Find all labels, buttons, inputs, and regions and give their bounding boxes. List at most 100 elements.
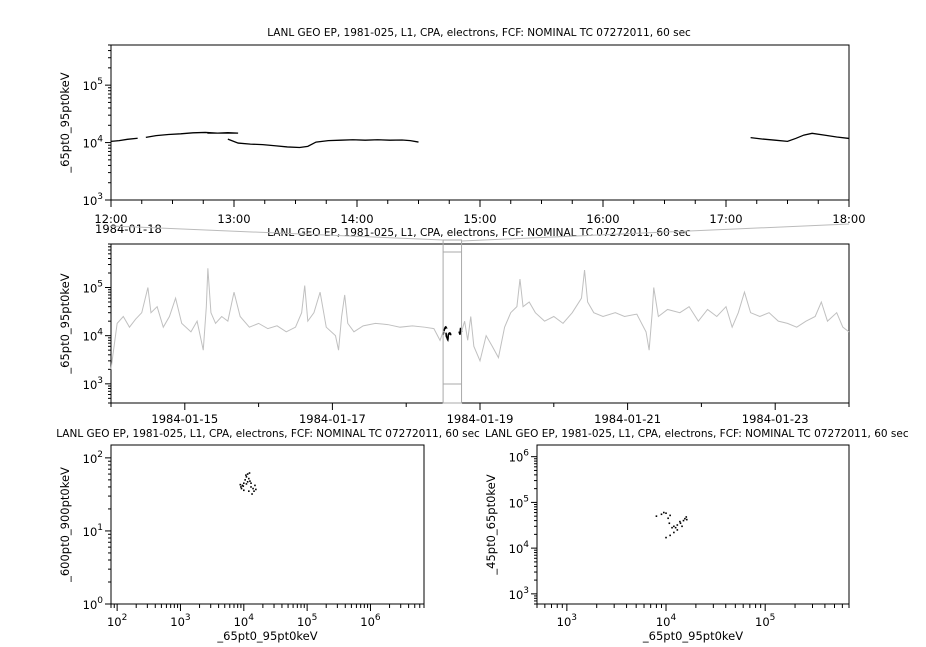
middle-series-line	[110, 268, 444, 370]
y-tick-label: 104	[509, 540, 530, 556]
x-tick-label: 105	[297, 613, 317, 629]
bottom-right-point	[676, 529, 679, 531]
bottom-left-point	[245, 483, 248, 485]
bottom-right-point	[669, 514, 671, 517]
middle-series-line	[461, 270, 850, 363]
bottom-left-point	[254, 484, 256, 487]
bottom-left-panel-title: LANL GEO EP, 1981-025, L1, CPA, electron…	[56, 428, 480, 440]
x-tick-label: 1984-01-19	[447, 412, 514, 426]
top-plot-frame	[110, 44, 850, 201]
bottom-right-point	[673, 531, 675, 534]
x-tick-label: 1984-01-21	[594, 412, 661, 426]
bottom-left-point	[251, 493, 253, 495]
x-tick-label: 106	[360, 613, 381, 629]
x-tick-label: 12:00	[94, 212, 127, 226]
top-series-line	[750, 132, 850, 143]
x-tick-label: 103	[557, 613, 577, 629]
x-tick-label: 14:00	[340, 212, 373, 226]
bottom-right-plot-frame	[536, 444, 850, 605]
bottom-left-point	[245, 476, 248, 478]
y-axis-label: _65pt0_95pt0keV	[58, 273, 72, 374]
bottom-left-point	[248, 472, 251, 474]
bottom-right-point	[685, 516, 688, 518]
bottom-left-point	[253, 490, 255, 492]
y-tick-label: 103	[83, 376, 103, 392]
bottom-right-point	[655, 515, 658, 517]
bottom-left-point	[240, 487, 243, 490]
top-series-line	[110, 137, 138, 143]
x-tick-label: 1984-01-17	[299, 412, 366, 426]
y-tick-label: 101	[83, 523, 103, 539]
bottom-left-point	[248, 477, 250, 480]
top-series-line	[227, 138, 419, 149]
bottom-right-point	[679, 522, 682, 525]
bottom-right-point	[684, 517, 686, 520]
y-tick-label: 104	[83, 135, 104, 151]
y-tick-label: 104	[83, 328, 104, 344]
zoom-connector-right	[461, 223, 850, 242]
bottom-right-point	[671, 526, 673, 529]
x-tick-label: 18:00	[832, 212, 865, 226]
bottom-left-point	[250, 486, 252, 488]
bottom-left-point	[242, 485, 245, 487]
bottom-left-point	[245, 474, 247, 476]
y-tick-label: 106	[509, 449, 530, 465]
bottom-right-panel-title: LANL GEO EP, 1981-025, L1, CPA, electron…	[485, 428, 909, 440]
y-tick-label: 105	[509, 494, 529, 510]
bottom-right-point	[674, 526, 677, 529]
bottom-right-point	[676, 524, 679, 526]
bottom-left-point	[243, 482, 245, 485]
bottom-left-point	[241, 484, 244, 487]
x-tick-label: 104	[234, 613, 255, 629]
x-tick-label: 13:00	[217, 212, 250, 226]
x-tick-label: 15:00	[463, 212, 496, 226]
bottom-right-point	[673, 525, 675, 528]
bottom-left-point	[248, 490, 250, 492]
bottom-left-point	[250, 482, 252, 485]
y-tick-label: 105	[83, 279, 103, 295]
y-axis-label: _600pt0_900pt0keV	[58, 467, 72, 583]
x-tick-label: 1984-01-23	[742, 412, 809, 426]
bottom-right-point	[665, 536, 667, 539]
x-tick-label: 105	[755, 613, 775, 629]
bottom-right-point	[679, 520, 681, 523]
bottom-right-point	[682, 519, 685, 522]
x-tick-label: 104	[656, 613, 677, 629]
middle-highlight-series	[443, 325, 448, 332]
bottom-left-plot-frame	[110, 444, 425, 605]
middle-plot-frame	[110, 243, 850, 404]
x-tick-label: 103	[170, 613, 190, 629]
y-tick-label: 103	[509, 586, 529, 602]
y-axis-label: _65pt0_95pt0keV	[58, 72, 72, 173]
top-date-label: 1984-01-18	[95, 222, 162, 236]
zoom-range-box	[442, 239, 463, 404]
middle-highlight-series	[445, 332, 452, 342]
bottom-left-point	[252, 487, 254, 490]
x-tick-label: 17:00	[709, 212, 742, 226]
zoom-connector-left	[110, 225, 444, 241]
bottom-left-point	[255, 488, 257, 491]
x-tick-label: 1984-01-15	[151, 412, 218, 426]
x-tick-label: 102	[107, 613, 127, 629]
bottom-right-point	[660, 513, 663, 516]
bottom-left-point	[243, 489, 245, 492]
bottom-left-point	[244, 479, 246, 481]
x-tick-label: 16:00	[586, 212, 619, 226]
bottom-right-point	[681, 525, 683, 528]
y-tick-label: 100	[83, 596, 104, 612]
bottom-left-point	[240, 486, 242, 488]
bottom-right-point	[665, 512, 667, 515]
y-tick-label: 102	[83, 450, 103, 466]
bottom-left-point	[239, 483, 242, 486]
x-axis-label: _65pt0_95pt0keV	[642, 629, 743, 643]
y-tick-label: 105	[83, 77, 103, 93]
bottom-right-point	[663, 511, 665, 514]
x-axis-label: _65pt0_95pt0keV	[216, 629, 317, 643]
bottom-left-point	[246, 473, 249, 475]
top-panel-title: LANL GEO EP, 1981-025, L1, CPA, electron…	[267, 27, 691, 39]
bottom-right-point	[686, 518, 688, 521]
bottom-right-point	[667, 517, 669, 520]
top-series-line	[145, 131, 239, 139]
bottom-left-point	[249, 480, 251, 482]
